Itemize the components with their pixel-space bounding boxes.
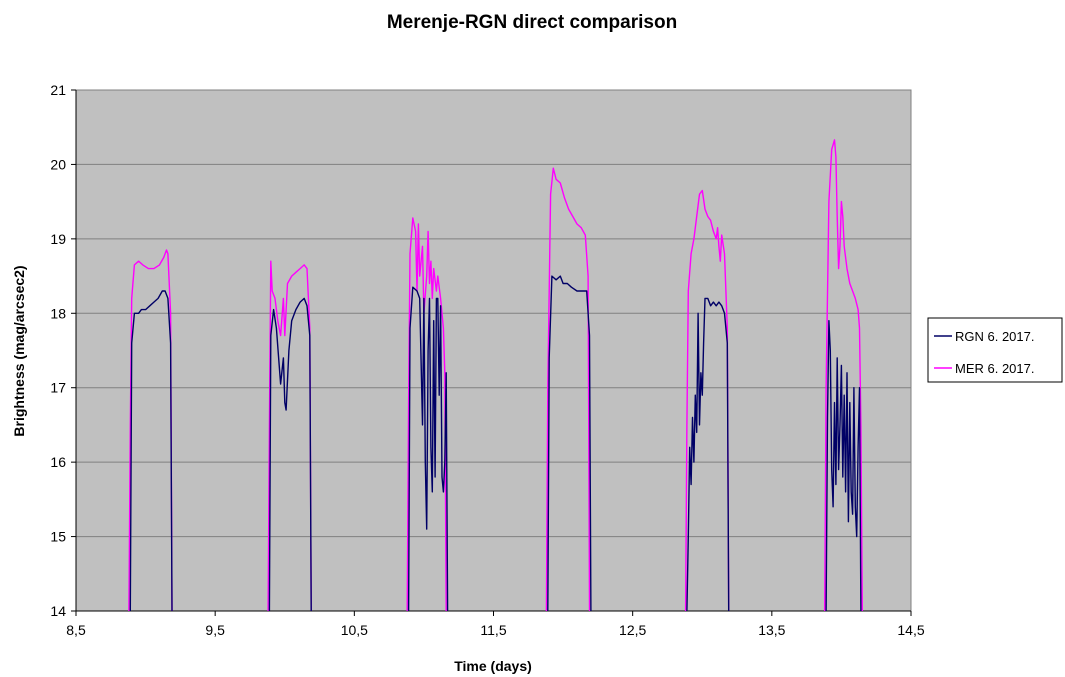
x-tick-label: 10,5 — [341, 622, 368, 638]
x-tick-label: 14,5 — [897, 622, 924, 638]
x-tick-label: 8,5 — [66, 622, 86, 638]
plot-area — [75, 89, 912, 612]
x-tick-label: 12,5 — [619, 622, 646, 638]
chart-title: Merenje-RGN direct comparison — [387, 12, 677, 33]
y-tick-label: 16 — [50, 454, 66, 470]
legend-label-rgn: RGN 6. 2017. — [955, 329, 1035, 344]
grid-lines — [76, 163, 911, 538]
legend-box — [927, 317, 1063, 383]
x-tick-label: 11,5 — [480, 622, 506, 638]
legend-label-mer: MER 6. 2017. — [955, 361, 1035, 376]
y-tick-label: 15 — [50, 529, 66, 545]
y-axis-title: Brightness (mag/arcsec2) — [11, 265, 27, 436]
x-axis-ticks: 8,5 9,5 10,5 11,5 12,5 13,5 14,5 — [66, 610, 925, 638]
y-tick-label: 18 — [50, 305, 66, 321]
y-tick-label: 19 — [50, 231, 66, 247]
y-tick-label: 20 — [50, 156, 66, 172]
x-tick-label: 9,5 — [205, 622, 225, 638]
y-tick-label: 17 — [50, 380, 66, 396]
y-tick-label: 14 — [50, 603, 66, 619]
series-line-rgn — [129, 275, 862, 612]
y-tick-label: 21 — [50, 82, 66, 98]
series-line-mer — [128, 139, 863, 612]
series-lines — [128, 139, 863, 612]
y-axis-ticks: 14 15 16 17 18 19 20 21 — [50, 82, 77, 619]
x-tick-label: 13,5 — [758, 622, 785, 638]
legend: RGN 6. 2017. MER 6. 2017. — [927, 317, 1063, 383]
x-axis-title: Time (days) — [454, 658, 532, 674]
